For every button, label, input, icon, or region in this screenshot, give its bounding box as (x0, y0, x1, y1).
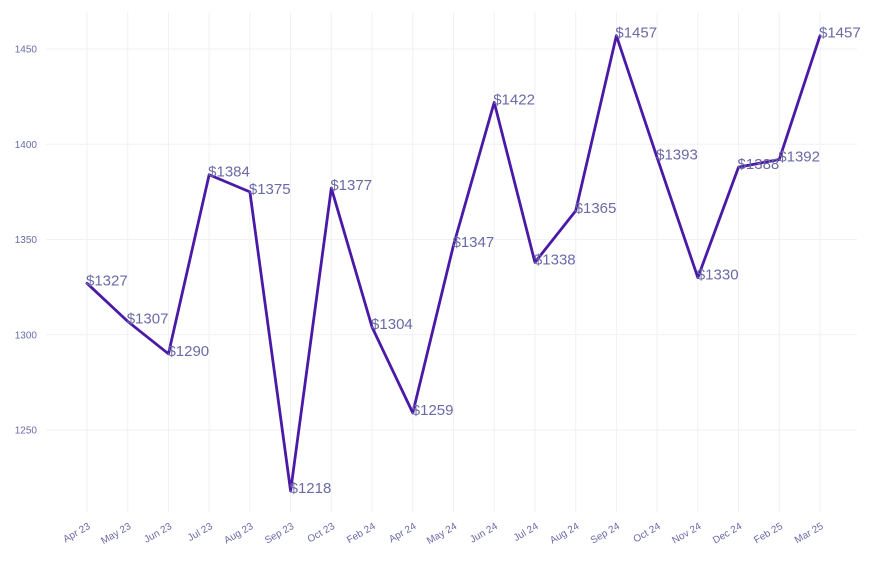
data-label: $1304 (371, 316, 413, 333)
data-label: $1388 (738, 156, 780, 173)
data-label: $1347 (453, 234, 495, 251)
x-tick-label: May 23 (99, 521, 133, 547)
x-tick-label: Jun 24 (468, 521, 500, 546)
y-tick-label: 1450 (15, 45, 38, 56)
x-tick-label: Jul 23 (186, 521, 215, 544)
grid (46, 12, 857, 512)
data-label: $1338 (534, 251, 576, 268)
x-tick-label: Jun 23 (142, 521, 174, 546)
data-label: $1307 (127, 310, 169, 327)
x-tick-label: Aug 23 (222, 521, 255, 547)
data-label: $1393 (656, 147, 698, 164)
x-tick-label: Feb 24 (345, 521, 378, 546)
x-axis: Apr 23 May 23 Jun 23 Jul 23 Aug 23 Sep 23 Oct … (61, 521, 825, 547)
x-tick-label: Sep 24 (589, 521, 622, 547)
data-label: $1218 (290, 480, 332, 497)
x-tick-label: Feb 25 (752, 521, 785, 546)
x-tick-label: May 24 (425, 521, 459, 547)
x-tick-label: Dec 24 (711, 521, 744, 547)
series-line-price (85, 34, 822, 493)
data-label: $1330 (697, 267, 739, 284)
data-label: $1392 (778, 148, 820, 165)
x-tick-label: Jul 24 (512, 521, 541, 544)
y-tick-label: 1250 (15, 426, 38, 437)
data-label: $1384 (208, 164, 250, 181)
y-tick-label: 1400 (15, 140, 38, 151)
x-tick-label: Mar 25 (793, 521, 826, 546)
y-tick-label: 1350 (15, 235, 38, 246)
x-tick-label: Apr 24 (387, 521, 418, 545)
x-tick-label: Oct 24 (632, 521, 663, 545)
y-axis: 1250 1300 1350 1400 1450 (15, 45, 38, 437)
data-labels: $1327 $1307 $1290 $1384$1375 $1218 $1377 $1304… (86, 25, 861, 497)
data-label: $1327 (86, 272, 128, 289)
series (85, 34, 822, 493)
data-label: $1457 (819, 25, 861, 42)
data-label: $1422 (493, 91, 535, 108)
x-tick-label: Apr 23 (61, 521, 92, 545)
x-tick-label: Nov 24 (670, 521, 703, 547)
data-label: $1259 (412, 402, 454, 419)
data-label: $1375 (249, 181, 291, 198)
data-label: $1290 (167, 343, 209, 360)
data-label: $1457 (615, 25, 657, 42)
x-tick-label: Sep 23 (263, 521, 296, 547)
data-label: $1365 (575, 200, 617, 217)
x-tick-label: Oct 23 (306, 521, 337, 545)
data-label: $1377 (330, 177, 372, 194)
x-tick-label: Aug 24 (548, 521, 581, 547)
y-tick-label: 1300 (15, 330, 38, 341)
